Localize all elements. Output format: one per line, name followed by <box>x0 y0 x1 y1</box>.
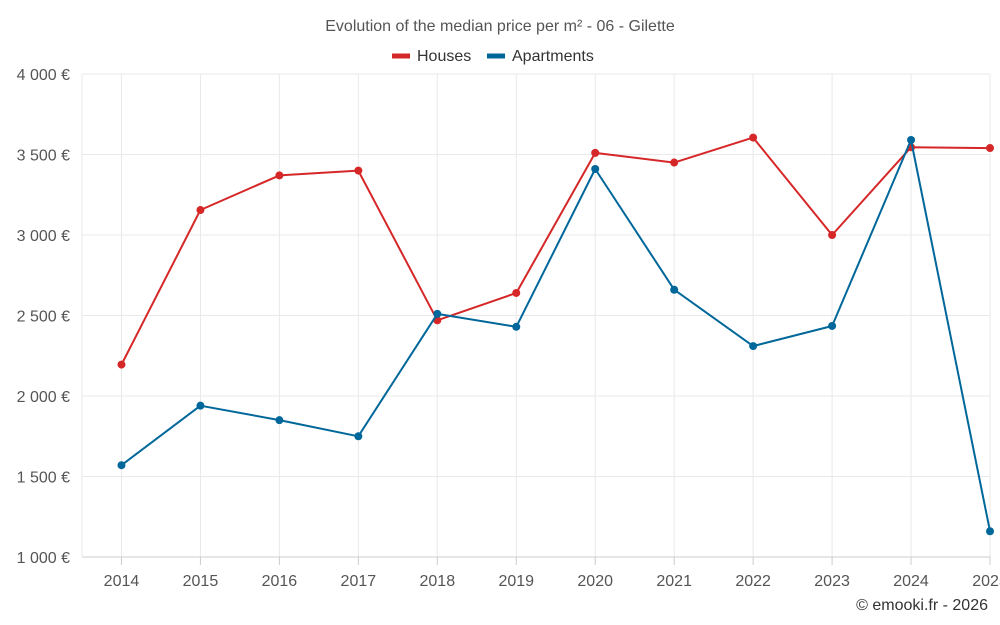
x-tick-label: 2019 <box>498 573 534 590</box>
x-tick-label: 2023 <box>814 573 850 590</box>
data-point-houses[interactable] <box>512 288 521 297</box>
x-tick-label: 2017 <box>341 573 377 590</box>
data-point-apartments[interactable] <box>591 164 600 173</box>
legend: Houses Apartments <box>392 48 594 65</box>
data-point-houses[interactable] <box>275 171 284 180</box>
data-point-houses[interactable] <box>591 148 600 157</box>
x-tick-label: 2025 <box>972 573 1000 590</box>
data-point-apartments[interactable] <box>196 401 205 410</box>
y-tick-label: 1 000 € <box>17 550 70 567</box>
axis-layer: 1 000 € 1 500 € 2 000 € 2 500 € 3 000 € 3 500… <box>17 67 1000 590</box>
x-tick-label: 2014 <box>104 573 140 590</box>
series-line-apartments <box>120 139 991 532</box>
data-point-houses[interactable] <box>196 206 205 215</box>
y-tick-label: 2 500 € <box>17 309 70 326</box>
data-point-apartments[interactable] <box>117 461 126 470</box>
x-tick-label: 2024 <box>893 573 929 590</box>
legend-item-apartments[interactable]: Apartments <box>487 48 594 65</box>
data-point-apartments[interactable] <box>670 285 679 294</box>
y-tick-label: 3 500 € <box>17 148 70 165</box>
legend-item-houses[interactable]: Houses <box>392 48 471 65</box>
data-point-apartments[interactable] <box>433 309 442 318</box>
series-line-houses <box>120 136 991 366</box>
data-point-houses[interactable] <box>354 166 363 175</box>
y-tick-label: 2 000 € <box>17 389 70 406</box>
data-point-houses[interactable] <box>828 231 837 239</box>
chart-title: Evolution of the median price per m² - 0… <box>325 18 675 35</box>
data-point-apartments[interactable] <box>354 432 363 441</box>
credit-text: © emooki.fr - 2026 <box>856 597 988 614</box>
legend-label-houses: Houses <box>417 48 471 65</box>
data-point-apartments[interactable] <box>749 342 758 351</box>
y-tick-label: 4 000 € <box>17 67 70 84</box>
x-tick-label: 2021 <box>656 573 692 590</box>
data-point-houses[interactable] <box>117 360 126 369</box>
data-point-apartments[interactable] <box>828 321 837 330</box>
x-tick-label: 2018 <box>420 573 456 590</box>
legend-label-apartments: Apartments <box>512 48 594 65</box>
series-layer <box>117 133 994 536</box>
grid-layer <box>81 73 991 557</box>
data-point-houses[interactable] <box>749 133 758 142</box>
data-point-apartments[interactable] <box>512 322 521 331</box>
y-tick-label: 3 000 € <box>17 228 70 245</box>
y-tick-label: 1 500 € <box>17 470 70 487</box>
x-tick-label: 2022 <box>735 573 771 590</box>
data-point-apartments[interactable] <box>986 527 994 536</box>
data-point-apartments[interactable] <box>275 416 284 425</box>
x-tick-label: 2016 <box>262 573 298 590</box>
data-point-apartments[interactable] <box>907 136 916 145</box>
x-tick-label: 2020 <box>577 573 613 590</box>
data-point-houses[interactable] <box>670 158 679 167</box>
x-tick-label: 2015 <box>183 573 219 590</box>
data-point-houses[interactable] <box>986 144 994 153</box>
